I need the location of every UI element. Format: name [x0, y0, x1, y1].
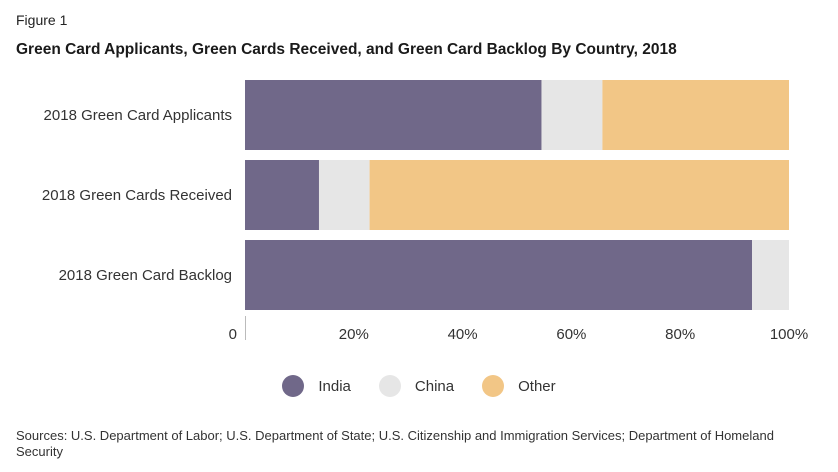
- bar-segment-other: [602, 80, 789, 150]
- legend-swatch: [378, 375, 401, 397]
- stacked-bar-chart: 2018 Green Card Applicants 2018 Green Car…: [42, 80, 808, 343]
- figure-label: Figure 1: [16, 12, 68, 28]
- x-tick-label: 0: [229, 326, 237, 343]
- category-label: 2018 Green Cards Received: [42, 187, 232, 204]
- category-label: 2018 Green Card Backlog: [59, 267, 232, 284]
- bar-segment-india: [245, 160, 319, 230]
- legend-swatch: [482, 375, 505, 397]
- bar-segment-china: [541, 80, 603, 150]
- bar-segment-india: [245, 80, 542, 150]
- x-tick-label: 100%: [770, 326, 808, 343]
- x-tick-label: 80%: [665, 326, 695, 343]
- x-tick-label: 20%: [339, 326, 369, 343]
- bar-segment-china: [752, 240, 789, 310]
- bar-segment-india: [245, 240, 753, 310]
- legend-swatch: [282, 375, 305, 397]
- legend: India China Other: [0, 375, 838, 397]
- legend-item-india: India: [282, 375, 351, 397]
- bar-segment-china: [318, 160, 370, 230]
- chart-title: Green Card Applicants, Green Cards Recei…: [16, 41, 677, 58]
- legend-label: India: [318, 377, 351, 395]
- legend-item-china: China: [378, 375, 455, 397]
- source-note: Sources: U.S. Department of Labor; U.S. …: [16, 428, 774, 459]
- legend-label: China: [414, 377, 455, 395]
- legend-label: Other: [518, 377, 556, 395]
- x-tick-label: 60%: [556, 326, 586, 343]
- bar-segment-other: [369, 160, 789, 230]
- category-label: 2018 Green Card Applicants: [44, 107, 232, 124]
- legend-item-other: Other: [482, 375, 556, 397]
- x-tick-label: 40%: [448, 326, 478, 343]
